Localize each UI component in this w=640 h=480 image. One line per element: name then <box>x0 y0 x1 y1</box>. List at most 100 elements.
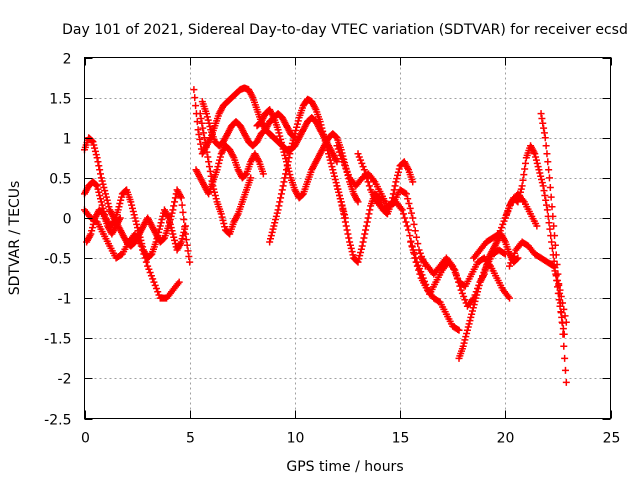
data-point <box>105 203 113 211</box>
data-point <box>347 244 355 252</box>
data-point <box>199 124 207 132</box>
grid-lines <box>84 57 611 419</box>
data-point <box>561 366 569 374</box>
data-point <box>392 178 400 186</box>
data-point <box>339 206 347 214</box>
data-point <box>91 147 99 155</box>
series-sat-track-r <box>501 142 568 338</box>
data-point <box>129 208 137 216</box>
data-point <box>200 129 208 137</box>
data-point <box>216 156 224 164</box>
data-point <box>409 246 417 254</box>
data-point <box>319 127 327 135</box>
data-point <box>275 129 283 137</box>
data-point <box>180 216 188 224</box>
data-point <box>247 174 255 182</box>
data-point <box>552 272 560 280</box>
data-point <box>550 262 558 270</box>
data-point <box>494 231 502 239</box>
data-point <box>168 227 176 235</box>
data-point <box>508 256 516 264</box>
data-point <box>464 323 472 331</box>
data-point <box>183 241 191 249</box>
data-point <box>152 285 160 293</box>
data-point <box>354 258 362 266</box>
y-tick-label: 2 <box>63 52 72 68</box>
data-point <box>217 210 225 218</box>
data-point <box>538 114 546 122</box>
data-point <box>342 222 350 230</box>
y-tick-labels: 2 1.5 1 0.5 0 -0.5 -1 -1.5 -2 -2.5 <box>44 52 71 429</box>
data-point <box>171 194 179 202</box>
data-point <box>203 113 211 121</box>
data-point <box>175 278 183 286</box>
data-point <box>116 200 124 208</box>
data-point <box>98 201 106 209</box>
data-point <box>341 218 349 226</box>
data-point <box>280 148 288 156</box>
series-sat-track-d <box>83 206 124 246</box>
data-point <box>293 120 301 128</box>
data-point <box>88 227 96 235</box>
data-point <box>414 240 422 248</box>
data-point <box>165 214 173 222</box>
data-point <box>277 135 285 143</box>
data-point <box>403 222 411 230</box>
data-point <box>101 187 109 195</box>
data-point <box>211 191 219 199</box>
data-point <box>215 159 223 167</box>
data-point <box>506 262 514 270</box>
y-tick-label: 0 <box>63 212 72 228</box>
data-point <box>216 153 224 161</box>
data-point <box>276 132 284 140</box>
y-tick-label: -1 <box>58 292 72 308</box>
data-point <box>115 203 123 211</box>
data-point <box>460 293 468 301</box>
data-point <box>544 158 552 166</box>
data-point <box>127 198 135 206</box>
data-point <box>357 248 365 256</box>
data-point <box>283 161 291 169</box>
series-sat-track-l <box>333 142 429 270</box>
data-point <box>461 296 469 304</box>
data-point <box>170 233 178 241</box>
data-point <box>474 288 482 296</box>
data-point <box>205 158 213 166</box>
data-point <box>517 185 525 193</box>
data-point <box>452 272 460 280</box>
data-point <box>213 166 221 174</box>
data-point <box>151 281 159 289</box>
data-point <box>331 175 339 183</box>
data-point <box>201 139 209 147</box>
data-point <box>454 275 462 283</box>
data-point <box>269 225 277 233</box>
data-point <box>341 214 349 222</box>
data-point <box>152 238 160 246</box>
data-point <box>285 167 293 175</box>
data-point <box>205 163 213 171</box>
data-point <box>355 153 363 161</box>
data-point <box>542 142 550 150</box>
data-point <box>166 217 174 225</box>
x-tick-label: 5 <box>186 431 195 447</box>
data-point <box>205 119 213 127</box>
data-point <box>360 166 368 174</box>
data-point <box>417 268 425 276</box>
data-point <box>97 174 105 182</box>
data-point <box>406 204 414 212</box>
data-point <box>185 252 193 260</box>
data-point <box>418 271 426 279</box>
data-point <box>337 198 345 206</box>
data-point <box>149 275 157 283</box>
data-point <box>550 222 558 230</box>
data-point <box>103 196 111 204</box>
data-point <box>343 226 351 234</box>
data-point <box>169 206 177 214</box>
data-point <box>546 225 554 233</box>
y-tick-label: 1 <box>63 132 72 148</box>
data-point <box>548 261 556 269</box>
y-tick-label: -2.5 <box>44 413 71 429</box>
data-point <box>532 156 540 164</box>
data-point <box>390 186 398 194</box>
data-point <box>329 166 337 174</box>
